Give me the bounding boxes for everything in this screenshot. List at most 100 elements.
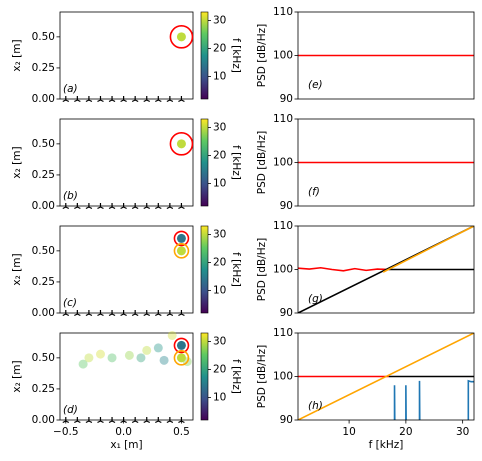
- x-tick-label: 0.5: [173, 426, 190, 438]
- y-tick-label: 0.25: [32, 383, 55, 395]
- y-tick-label: 0.00: [32, 93, 55, 105]
- microphone: [62, 417, 70, 424]
- microphone: [155, 310, 162, 317]
- colorbar-label: f [kHz]: [230, 38, 242, 73]
- microphone: [166, 310, 174, 317]
- microphone: [108, 310, 116, 317]
- microphone: [155, 417, 162, 424]
- source-point: [84, 353, 94, 363]
- colorbar-label: f [kHz]: [230, 359, 242, 394]
- y-tick-label: 100: [273, 371, 293, 383]
- source-ring: [169, 132, 194, 156]
- source-point: [176, 353, 186, 363]
- microphone: [131, 96, 139, 103]
- microphone: [85, 96, 93, 103]
- source-point: [153, 343, 163, 353]
- microphone: [120, 203, 127, 210]
- microphone: [120, 96, 127, 103]
- colorbar: [200, 11, 209, 100]
- microphone: [85, 310, 93, 317]
- colorbar: [200, 332, 209, 421]
- colorbar-tick-label: 20: [213, 363, 226, 375]
- panel-label: (d): [63, 404, 78, 416]
- y-axis-label: PSD [dB/Hz]: [256, 131, 268, 194]
- microphone: [166, 203, 174, 210]
- y-tick-label: 110: [273, 220, 293, 232]
- colorbar: [200, 118, 209, 207]
- panel-label: (c): [63, 297, 77, 309]
- source-ring: [173, 350, 190, 366]
- microphone: [178, 96, 185, 103]
- colorbar-tick-label: 10: [213, 71, 226, 83]
- psd-line: [298, 266, 389, 272]
- microphone: [85, 417, 93, 424]
- microphone: [155, 96, 162, 103]
- y-tick-label: 100: [273, 157, 293, 169]
- colorbar: [200, 225, 209, 314]
- colorbar-label: f [kHz]: [230, 252, 242, 287]
- source-point: [176, 32, 186, 42]
- x-tick-label: 20: [399, 426, 412, 438]
- x-axis-label: f [kHz]: [369, 439, 404, 451]
- y-tick-label: 0.00: [32, 414, 55, 426]
- y-axis-label: PSD [dB/Hz]: [256, 345, 268, 408]
- panel-label: (g): [308, 293, 323, 305]
- microphone: [131, 203, 139, 210]
- y-tick-label: 90: [280, 200, 293, 212]
- source-ring: [173, 230, 190, 247]
- y-tick-label: 90: [280, 414, 293, 426]
- axes-frame: [59, 225, 194, 314]
- colorbar-tick-label: 20: [213, 256, 226, 268]
- y-tick-label: 100: [273, 264, 293, 276]
- source-point: [142, 345, 152, 355]
- y-tick-label: 0.50: [32, 352, 55, 364]
- y-tick-label: 0.25: [32, 276, 55, 288]
- microphone: [143, 310, 151, 317]
- panel-label: (b): [63, 190, 78, 202]
- microphone: [143, 417, 151, 424]
- colorbar-tick-label: 20: [213, 149, 226, 161]
- colorbar-tick-label: 30: [213, 335, 226, 347]
- axes-frame: [59, 11, 194, 100]
- source-point: [176, 139, 186, 149]
- microphone: [155, 203, 162, 210]
- colorbar-label: f [kHz]: [230, 145, 242, 180]
- microphone: [62, 310, 70, 317]
- psd-line: [382, 226, 474, 273]
- microphone: [74, 203, 81, 210]
- y-tick-label: 0.00: [32, 200, 55, 212]
- y-tick-label: 0.50: [32, 245, 55, 257]
- microphone: [131, 310, 139, 317]
- y-tick-label: 90: [280, 307, 293, 319]
- microphone: [62, 203, 70, 210]
- colorbar-tick-label: 10: [213, 178, 226, 190]
- axes-frame: [59, 332, 194, 421]
- source-ring: [173, 337, 190, 354]
- microphone: [120, 417, 127, 424]
- microphone: [97, 96, 104, 103]
- colorbar-tick-label: 30: [213, 121, 226, 133]
- microphone: [178, 417, 185, 424]
- microphone: [97, 203, 104, 210]
- y-axis-label: x₂ [m]: [11, 253, 23, 285]
- y-tick-label: 0.25: [32, 62, 55, 74]
- microphone: [74, 96, 81, 103]
- x-tick-label: 0.0: [115, 426, 132, 438]
- source-ring: [173, 243, 190, 259]
- microphone: [143, 203, 151, 210]
- source-point: [176, 233, 186, 243]
- panel-label: (a): [63, 83, 78, 95]
- microphone: [178, 310, 185, 317]
- source-point: [124, 350, 134, 360]
- source-point: [167, 330, 177, 340]
- source-point: [176, 246, 186, 256]
- source-point: [95, 349, 105, 359]
- source-point: [136, 353, 146, 363]
- microphone: [166, 96, 174, 103]
- y-tick-label: 90: [280, 93, 293, 105]
- x-tick-label: −0.5: [53, 426, 79, 438]
- microphone: [143, 96, 151, 103]
- x-tick-label: 10: [342, 426, 355, 438]
- source-point: [159, 355, 169, 365]
